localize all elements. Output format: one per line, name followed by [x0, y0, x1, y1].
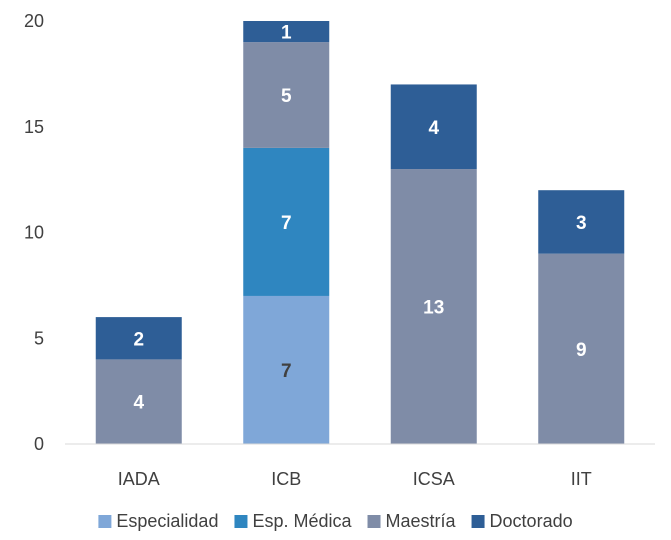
data-label: 1 — [281, 23, 292, 44]
x-tick-label: ICSA — [413, 469, 455, 489]
legend-swatch — [471, 515, 485, 528]
legend-item: Maestría — [367, 511, 457, 531]
bar-segment — [95, 317, 182, 360]
legend-swatch — [367, 515, 381, 528]
legend-swatch — [234, 515, 248, 528]
bar-segment — [538, 253, 625, 444]
plot-area: 4 2 7 7 5 1 13 4 9 3 — [95, 21, 625, 445]
data-label: 5 — [281, 86, 292, 107]
bar-segment — [390, 84, 477, 170]
data-label: 2 — [133, 329, 144, 350]
y-tick-label: 15 — [24, 117, 44, 137]
y-tick-label: 0 — [34, 434, 44, 454]
legend-label: Doctorado — [490, 511, 573, 531]
data-label: 7 — [281, 361, 292, 382]
bar-segment — [538, 190, 625, 254]
legend-item: Especialidad — [98, 511, 218, 531]
data-label: 4 — [133, 393, 144, 414]
legend-label: Especialidad — [116, 511, 218, 531]
y-axis: 0 5 10 15 20 — [24, 11, 44, 454]
legend-label: Maestría — [386, 511, 457, 531]
data-label: 13 — [423, 298, 444, 319]
bar-segment — [243, 42, 330, 148]
data-label: 9 — [576, 340, 587, 361]
y-tick-label: 5 — [34, 328, 44, 348]
data-label: 4 — [428, 118, 439, 139]
x-tick-label: ICB — [271, 469, 301, 489]
data-label: 7 — [281, 213, 292, 234]
legend: Especialidad Esp. Médica Maestría Doctorado — [98, 511, 573, 531]
legend-item: Doctorado — [471, 511, 573, 531]
x-tick-label: IADA — [118, 469, 160, 489]
y-tick-label: 20 — [24, 11, 44, 31]
x-tick-label: IIT — [571, 469, 592, 489]
bar-segment — [390, 169, 477, 445]
legend-label: Esp. Médica — [252, 511, 352, 531]
bar-segment — [243, 21, 330, 43]
legend-swatch — [98, 515, 112, 528]
bar-segment — [243, 147, 330, 296]
bar-segment — [95, 359, 182, 444]
legend-item: Esp. Médica — [234, 511, 353, 531]
data-label: 3 — [576, 213, 587, 234]
y-tick-label: 10 — [24, 223, 44, 243]
x-axis: IADA ICB ICSA IIT — [118, 469, 592, 489]
bar-segment — [243, 295, 330, 444]
